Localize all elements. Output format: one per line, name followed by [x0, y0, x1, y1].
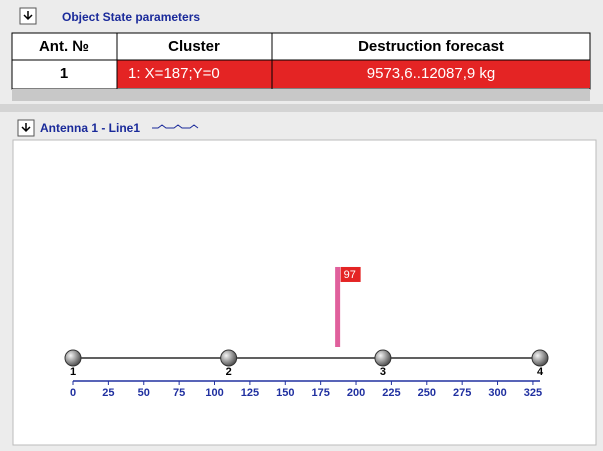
panel-title: Antenna 1 - Line1 [40, 121, 140, 135]
alert-row [117, 60, 590, 88]
antenna-label: 4 [537, 366, 544, 378]
x-tick-label: 175 [311, 387, 329, 399]
plot: 0 25 50 75 100 125 150 175 200 225 250 275 300 325 1 2 3… [64, 266, 549, 399]
antenna-node [374, 349, 392, 367]
x-tick-label: 100 [205, 387, 223, 399]
td: 1: X=187;Y=0 [128, 65, 220, 82]
bar [335, 266, 341, 347]
x-tick-label: 275 [453, 387, 471, 399]
splitter[interactable] [0, 104, 603, 112]
value-label-bg [340, 266, 361, 282]
x-tick-label: 150 [276, 387, 294, 399]
collapse-icon[interactable] [17, 119, 35, 137]
antenna-label: 2 [226, 366, 232, 378]
value-label: 97 [344, 269, 356, 281]
th: Destruction forecast [358, 38, 504, 55]
x-tick-label: 200 [347, 387, 365, 399]
x-tick-label: 250 [418, 387, 436, 399]
th: Ant. № [39, 38, 89, 55]
chart-area [12, 139, 597, 446]
td: 1 [60, 65, 68, 82]
th: Cluster [168, 38, 220, 55]
td: 9573,6..12087,9 kg [367, 65, 495, 82]
antenna-node [220, 349, 238, 367]
x-tick-label: 50 [138, 387, 150, 399]
x-tick-label: 300 [488, 387, 506, 399]
x-tick-label: 75 [173, 387, 185, 399]
antenna-node [531, 349, 549, 367]
x-tick-label: 0 [70, 387, 76, 399]
scroll-strip [12, 89, 590, 101]
x-tick-label: 125 [241, 387, 259, 399]
collapse-icon[interactable] [19, 7, 37, 25]
x-tick-label: 325 [524, 387, 542, 399]
line-icon [152, 124, 199, 129]
antenna-label: 3 [380, 366, 386, 378]
x-tick-label: 225 [382, 387, 400, 399]
antenna-node [64, 349, 82, 367]
x-tick-label: 25 [102, 387, 114, 399]
panel-title: Object State parameters [62, 10, 200, 24]
antenna-label: 1 [70, 366, 76, 378]
